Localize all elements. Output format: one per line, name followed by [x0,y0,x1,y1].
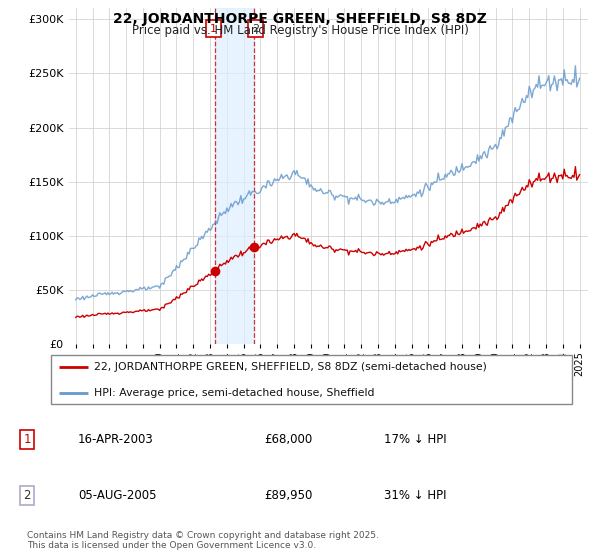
Text: 31% ↓ HPI: 31% ↓ HPI [384,489,446,502]
Text: 2: 2 [252,24,259,34]
Text: 22, JORDANTHORPE GREEN, SHEFFIELD, S8 8DZ (semi-detached house): 22, JORDANTHORPE GREEN, SHEFFIELD, S8 8D… [94,362,487,372]
Text: £89,950: £89,950 [264,489,313,502]
Bar [215,8,254,344]
Text: Price paid vs. HM Land Registry's House Price Index (HPI): Price paid vs. HM Land Registry's House … [131,24,469,37]
Text: 05-AUG-2005: 05-AUG-2005 [78,489,157,502]
Text: Contains HM Land Registry data © Crown copyright and database right 2025.
This d: Contains HM Land Registry data © Crown c… [27,531,379,550]
Text: 16-APR-2003: 16-APR-2003 [78,433,154,446]
Text: 1: 1 [210,24,217,34]
Text: 2: 2 [23,489,31,502]
Text: HPI: Average price, semi-detached house, Sheffield: HPI: Average price, semi-detached house,… [94,388,375,398]
FancyBboxPatch shape [50,355,572,404]
Text: £68,000: £68,000 [264,433,312,446]
Text: 22, JORDANTHORPE GREEN, SHEFFIELD, S8 8DZ: 22, JORDANTHORPE GREEN, SHEFFIELD, S8 8D… [113,12,487,26]
Text: 1: 1 [23,433,31,446]
Text: 17% ↓ HPI: 17% ↓ HPI [384,433,446,446]
